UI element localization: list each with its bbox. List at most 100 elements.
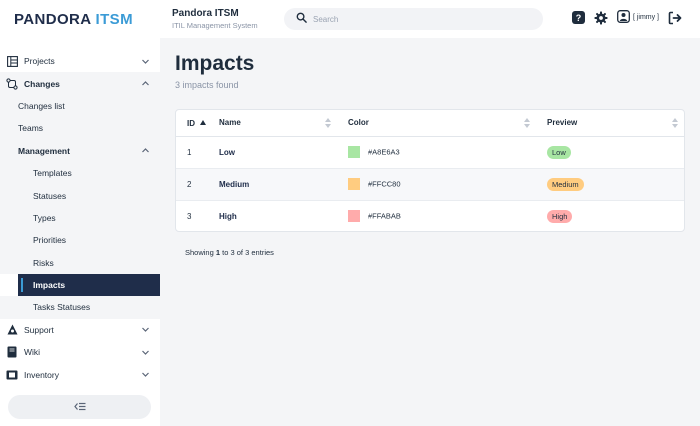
sidebar-item-label: Statuses xyxy=(33,190,67,201)
column-header-id[interactable]: ID xyxy=(176,110,208,137)
info-text: of xyxy=(236,248,244,257)
chevron-down-icon xyxy=(141,370,150,379)
chevron-down-icon xyxy=(141,348,150,357)
page-subtitle: 3 impacts found xyxy=(175,80,239,90)
settings-gear-icon[interactable] xyxy=(594,10,609,25)
sidebar-item-wiki[interactable]: Wiki xyxy=(0,341,160,363)
sidebar-item-changes-list[interactable]: Changes list xyxy=(0,94,160,118)
cell-id: 2 xyxy=(176,168,208,201)
color-hex: #FFCC80 xyxy=(368,179,401,189)
collapse-sidebar-button[interactable] xyxy=(8,395,151,419)
column-header-color[interactable]: Color xyxy=(337,110,536,137)
sidebar-item-inventory[interactable]: Inventory xyxy=(0,363,160,385)
impacts-table: ID Name Color Preview xyxy=(176,110,684,231)
sort-icon xyxy=(524,118,530,128)
svg-text:?: ? xyxy=(576,13,582,23)
sidebar-item-label: Inventory xyxy=(24,369,59,380)
sidebar-item-label: Projects xyxy=(24,56,55,67)
sort-ascending-icon xyxy=(200,118,207,127)
cell-color: #FFABAB xyxy=(337,200,536,231)
table-row[interactable]: 2 Medium #FFCC80 Medium xyxy=(176,168,684,201)
color-swatch xyxy=(348,178,360,190)
app-subtitle: ITIL Management System xyxy=(172,20,258,30)
chevron-down-icon xyxy=(141,325,150,334)
sidebar-item-label: Templates xyxy=(33,168,72,179)
sidebar-item-label: Teams xyxy=(18,123,44,134)
support-icon xyxy=(6,324,18,336)
cell-color: #A8E6A3 xyxy=(337,136,536,169)
sort-icon xyxy=(325,118,331,128)
sidebar-item-label: Wiki xyxy=(24,347,41,358)
collapse-menu-icon xyxy=(73,398,86,416)
logout-icon[interactable] xyxy=(667,10,682,25)
chevron-up-icon xyxy=(141,79,150,88)
info-text: Showing xyxy=(185,248,214,257)
main-content: Impacts 3 impacts found ID Name Color xyxy=(160,38,700,426)
sidebar-item-label: Tasks Statuses xyxy=(33,302,91,313)
sidebar-item-tasks-statuses[interactable]: Tasks Statuses xyxy=(0,296,160,319)
impacts-table-card: ID Name Color Preview xyxy=(175,109,685,232)
sidebar-item-label: Changes xyxy=(24,78,60,89)
search-icon xyxy=(296,10,307,28)
cell-id: 3 xyxy=(187,211,192,221)
page-title: Impacts xyxy=(175,52,255,75)
chevron-down-icon xyxy=(141,57,150,66)
brand-logo[interactable]: PANDORA ITSM xyxy=(0,11,160,28)
sidebar-item-label: Management xyxy=(18,145,70,156)
cell-name[interactable]: Medium xyxy=(208,168,337,201)
info-total: 3 xyxy=(245,248,250,257)
brand-name-accent: ITSM xyxy=(95,10,133,28)
sidebar-item-priorities[interactable]: Priorities xyxy=(0,229,160,252)
table-row[interactable]: 1 Low #A8E6A3 Low xyxy=(176,136,684,169)
sidebar-item-management[interactable]: Management xyxy=(0,139,160,162)
username: [ jimmy ] xyxy=(632,14,659,21)
inventory-icon xyxy=(6,369,18,381)
info-text: entries xyxy=(251,248,274,257)
info-to: 3 xyxy=(230,248,235,257)
sidebar-item-changes[interactable]: Changes xyxy=(0,72,160,95)
sidebar-item-statuses[interactable]: Statuses xyxy=(0,184,160,207)
projects-icon xyxy=(6,55,18,67)
sidebar-item-projects[interactable]: Projects xyxy=(0,50,160,72)
sidebar-item-label: Changes list xyxy=(18,100,65,111)
column-header-label: Preview xyxy=(547,118,578,128)
sidebar-item-types[interactable]: Types xyxy=(0,206,160,230)
top-bar: PANDORA ITSM Pandora ITSM ITIL Managemen… xyxy=(0,0,700,38)
sidebar-item-templates[interactable]: Templates xyxy=(0,161,160,185)
chevron-up-icon xyxy=(141,146,150,155)
sort-icon xyxy=(672,118,678,128)
sidebar-item-support[interactable]: Support xyxy=(0,319,160,341)
search-input[interactable] xyxy=(313,14,513,24)
column-header-label: ID xyxy=(187,118,195,128)
cell-preview: High xyxy=(536,200,684,231)
table-row[interactable]: 3 High #FFABAB High xyxy=(176,200,684,231)
cell-color: #FFCC80 xyxy=(337,168,536,201)
color-swatch xyxy=(348,210,360,223)
cell-preview: Low xyxy=(536,136,684,169)
info-from: 1 xyxy=(215,248,221,257)
sidebar-item-label: Support xyxy=(24,324,54,335)
preview-badge: Medium xyxy=(547,177,584,191)
app-info: Pandora ITSM ITIL Management System xyxy=(160,8,272,30)
search-box[interactable] xyxy=(284,8,543,30)
help-icon[interactable]: ? xyxy=(571,10,586,25)
preview-badge: High xyxy=(547,209,573,223)
column-header-preview[interactable]: Preview xyxy=(536,110,684,137)
sidebar-item-risks[interactable]: Risks xyxy=(0,251,160,274)
sidebar-item-teams[interactable]: Teams xyxy=(0,117,160,140)
user-menu[interactable]: [ jimmy ] xyxy=(616,10,659,25)
sidebar: Projects Changes Changes list Teams Mana… xyxy=(0,38,160,426)
sidebar-item-impacts[interactable]: Impacts xyxy=(18,273,160,297)
column-header-name[interactable]: Name xyxy=(208,110,337,137)
user-avatar-icon xyxy=(616,10,630,25)
sidebar-item-label: Impacts xyxy=(33,280,66,291)
color-swatch xyxy=(348,146,360,158)
cell-name[interactable]: Low xyxy=(208,136,337,169)
cell-preview: Medium xyxy=(536,168,684,201)
cell-name[interactable]: High xyxy=(219,211,237,221)
cell-id: 1 xyxy=(176,136,208,169)
sidebar-item-label: Priorities xyxy=(33,235,67,246)
sidebar-item-label: Risks xyxy=(33,257,54,268)
preview-badge: Low xyxy=(547,145,571,159)
app-title: Pandora ITSM xyxy=(172,8,239,20)
